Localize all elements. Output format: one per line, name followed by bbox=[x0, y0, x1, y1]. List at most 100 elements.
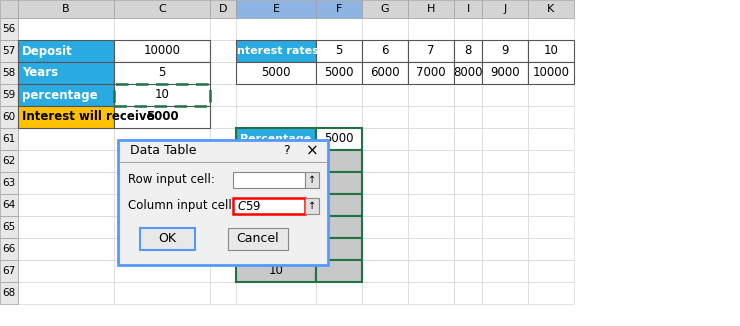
Bar bbox=[362, 40, 408, 62]
Text: 56: 56 bbox=[2, 24, 16, 34]
Bar bbox=[210, 18, 236, 40]
Bar bbox=[528, 62, 574, 84]
Bar bbox=[528, 84, 574, 106]
Bar bbox=[210, 194, 236, 216]
Text: 5: 5 bbox=[158, 67, 166, 80]
Bar bbox=[482, 62, 528, 84]
Bar bbox=[316, 216, 362, 238]
Bar bbox=[454, 40, 482, 62]
Bar bbox=[528, 18, 574, 40]
Text: 68: 68 bbox=[2, 288, 16, 298]
Bar bbox=[18, 0, 114, 18]
Bar bbox=[454, 238, 482, 260]
Bar bbox=[236, 260, 316, 282]
Bar bbox=[454, 62, 482, 84]
Bar bbox=[482, 40, 528, 62]
Bar bbox=[408, 18, 454, 40]
Bar bbox=[236, 40, 316, 62]
Text: E: E bbox=[272, 4, 280, 14]
Bar bbox=[114, 238, 210, 260]
Bar bbox=[316, 106, 362, 128]
Bar bbox=[140, 228, 195, 250]
Bar bbox=[0, 106, 18, 128]
Bar bbox=[236, 150, 316, 172]
Bar bbox=[210, 282, 236, 304]
Bar bbox=[0, 40, 18, 62]
Bar bbox=[362, 106, 408, 128]
Bar bbox=[482, 84, 528, 106]
Text: 8: 8 bbox=[272, 220, 280, 233]
Bar bbox=[454, 260, 482, 282]
Text: 67: 67 bbox=[2, 266, 16, 276]
Bar bbox=[528, 216, 574, 238]
Bar bbox=[236, 260, 316, 282]
Bar bbox=[18, 106, 114, 128]
Bar bbox=[316, 128, 362, 150]
Text: B: B bbox=[62, 4, 70, 14]
Bar bbox=[316, 238, 362, 260]
Bar bbox=[114, 84, 210, 106]
Bar bbox=[114, 282, 210, 304]
Bar bbox=[18, 84, 114, 106]
Text: 10: 10 bbox=[544, 45, 559, 57]
Bar bbox=[210, 84, 236, 106]
Bar bbox=[236, 106, 316, 128]
Bar bbox=[114, 40, 210, 62]
Bar bbox=[316, 62, 362, 84]
Text: J: J bbox=[503, 4, 507, 14]
Bar bbox=[362, 238, 408, 260]
Text: 62: 62 bbox=[2, 156, 16, 166]
Bar bbox=[114, 172, 210, 194]
Bar bbox=[454, 18, 482, 40]
Bar bbox=[210, 216, 236, 238]
Bar bbox=[528, 172, 574, 194]
Bar bbox=[316, 260, 362, 282]
Bar bbox=[362, 150, 408, 172]
Bar bbox=[305, 172, 319, 188]
Bar bbox=[482, 172, 528, 194]
Bar bbox=[236, 282, 316, 304]
Bar bbox=[408, 260, 454, 282]
Bar bbox=[316, 260, 362, 282]
Text: 5000: 5000 bbox=[261, 67, 291, 80]
Text: 5: 5 bbox=[335, 45, 343, 57]
Bar bbox=[408, 84, 454, 106]
Bar bbox=[362, 62, 408, 84]
Bar bbox=[316, 172, 362, 194]
Text: ×: × bbox=[306, 143, 318, 158]
Bar bbox=[316, 194, 362, 216]
Bar bbox=[118, 140, 328, 265]
Bar bbox=[18, 40, 114, 62]
Text: I: I bbox=[466, 4, 470, 14]
Bar bbox=[408, 216, 454, 238]
Text: 8: 8 bbox=[464, 45, 471, 57]
Text: Percentage: Percentage bbox=[240, 134, 312, 144]
Bar bbox=[408, 62, 454, 84]
Bar bbox=[482, 216, 528, 238]
Bar bbox=[362, 194, 408, 216]
Text: 61: 61 bbox=[2, 134, 16, 144]
Text: C: C bbox=[158, 4, 166, 14]
Bar bbox=[210, 62, 236, 84]
Bar bbox=[233, 198, 305, 214]
Bar bbox=[408, 172, 454, 194]
Text: 66: 66 bbox=[2, 244, 16, 254]
Bar bbox=[316, 18, 362, 40]
Bar bbox=[236, 172, 316, 194]
Bar bbox=[236, 0, 316, 18]
Text: 9: 9 bbox=[501, 45, 509, 57]
Text: 10000: 10000 bbox=[144, 45, 181, 57]
Bar bbox=[114, 84, 210, 106]
Bar bbox=[482, 106, 528, 128]
Bar bbox=[18, 106, 114, 128]
Bar bbox=[316, 0, 362, 18]
Bar bbox=[454, 62, 482, 84]
Bar bbox=[114, 106, 210, 128]
Bar bbox=[236, 18, 316, 40]
Bar bbox=[210, 40, 236, 62]
Bar bbox=[18, 150, 114, 172]
Text: 63: 63 bbox=[2, 178, 16, 188]
Bar bbox=[408, 40, 454, 62]
Bar bbox=[454, 172, 482, 194]
Bar bbox=[210, 128, 236, 150]
